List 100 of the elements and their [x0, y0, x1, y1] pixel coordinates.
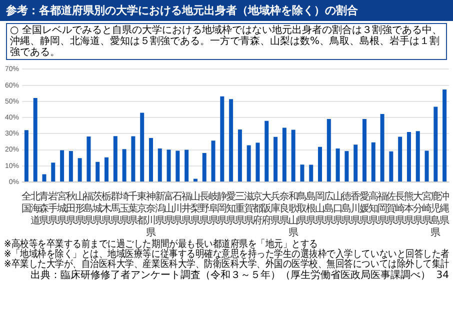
x-tick-label: 熊本県: [404, 190, 414, 227]
x-tick-label: 全国: [21, 190, 32, 215]
x-tick-label: 島根県: [306, 190, 316, 227]
x-tick-label: 奈良県: [279, 192, 290, 227]
x-tick-label: 鹿児島県: [430, 190, 441, 239]
bar: [442, 90, 447, 182]
bar: [60, 150, 64, 182]
bar: [326, 118, 331, 182]
x-tick-label: 香川県: [350, 190, 361, 227]
x-tick-label: 宮城県: [56, 190, 68, 227]
bar: [24, 130, 28, 182]
bar: [282, 128, 286, 182]
bar: [246, 145, 251, 182]
bar: [362, 118, 366, 182]
bar: [193, 178, 198, 182]
text: ※「地域枠を除く」とは、地域医療等に従事する明確な意思を持った学生の選抜枠で入学していないと回答した者: [4, 249, 450, 260]
x-tick-label: 青森県: [39, 190, 50, 227]
x-tick-label: 栃木県: [102, 190, 112, 227]
x-tick-label: 鳥取県: [296, 190, 308, 227]
bar: [274, 136, 278, 182]
bar: [238, 129, 242, 182]
x-tick-label: 大阪府: [262, 190, 272, 227]
chart-title: 参考：各都道府県別の大学における地元出身者（地域枠を除く）の割合: [0, 0, 453, 21]
chart-subtitle: ○ 全国レベルでみると自県の大学における地域枠ではない地元出身者の割合は３割強である中、沖縄、静岡、北海道、愛知は５割強である。一方で青森、山梨は数%、鳥取、島根、岩手は１割強である。: [6, 23, 447, 60]
bar: [211, 140, 216, 182]
bar: [113, 136, 118, 182]
x-tick-label: 愛知県: [226, 190, 236, 227]
x-tick-label: 滋賀県: [244, 190, 254, 227]
bar: [256, 142, 260, 182]
x-tick-label: 岩手県: [48, 190, 58, 227]
x-tick-label: 徳島県: [342, 192, 352, 227]
bar: [434, 106, 438, 182]
x-tick-label: 富山県: [164, 190, 174, 227]
bar: [264, 120, 269, 182]
x-tick-label: 三重県: [234, 192, 245, 227]
bar: [371, 142, 376, 182]
x-tick-label: 北海道: [30, 190, 40, 227]
bar: [354, 144, 358, 182]
bar: [344, 151, 349, 182]
x-tick-label: 沖縄県: [438, 190, 450, 227]
bar: [96, 162, 100, 182]
x-tick-label: 千葉県: [128, 190, 138, 227]
bar: [131, 136, 136, 182]
x-tick-label: 大分県: [412, 190, 423, 227]
x-tick-label: 山口県: [332, 190, 343, 227]
x-tick-label: 東京都: [137, 190, 148, 227]
bar: [33, 98, 38, 182]
x-tick-label: 広島県: [324, 190, 334, 227]
bar: [184, 150, 189, 182]
bar: [42, 174, 46, 182]
bar: [318, 146, 322, 182]
bar: [389, 151, 394, 182]
x-tick-label: 高知県: [368, 190, 378, 227]
x-tick-label: 神奈川県: [146, 190, 156, 239]
x-tick-label: 愛媛県: [359, 190, 370, 227]
x-tick-label: 静岡県: [217, 190, 228, 227]
bar: [291, 130, 296, 182]
bar: [158, 148, 162, 182]
x-tick-label: 宮崎県: [422, 190, 432, 227]
bar: [202, 152, 206, 182]
text: ※卒業した大学が、自治医科大学、産業医科大学、防衛医科大学、外国の医学校、無回答については除外して集計: [4, 259, 450, 270]
x-tick-label: 長野県: [199, 192, 210, 227]
x-tick-label: 兵庫県: [270, 190, 281, 227]
bar: [78, 158, 82, 182]
bar: [380, 114, 384, 182]
text: 34: [436, 270, 449, 281]
x-tick-label: 岡山県: [315, 192, 326, 227]
x-tick-label: 新潟県: [154, 190, 165, 227]
x-tick-label: 佐賀県: [386, 192, 396, 227]
bar: [336, 148, 340, 182]
bar: [51, 162, 56, 182]
bar: [220, 96, 224, 182]
bar: [176, 150, 180, 182]
bar: [398, 136, 402, 182]
bar: [68, 151, 73, 182]
bar: [229, 99, 234, 182]
bar: [416, 131, 420, 182]
x-tick-label: 和歌山県: [288, 190, 298, 239]
bar: [140, 112, 144, 182]
bar: [424, 150, 429, 182]
x-tick-label: 福島県: [84, 190, 94, 227]
source-note: 出典：臨床研修修了者アンケート調査（令和３～５年）（厚生労働省医政局医事課調べ）: [30, 270, 430, 281]
bar: [406, 132, 411, 182]
x-tick-label: 山形県: [74, 190, 85, 227]
x-tick-label: 福井県: [182, 190, 192, 227]
text: ※高校等を卒業する前までに過ごした期間が最も長い都道府県を「地元」とする: [4, 239, 318, 250]
bar: [122, 149, 126, 182]
bar: [300, 164, 304, 182]
x-tick-label: 福岡県: [377, 190, 388, 227]
x-tick-label: 山梨県: [190, 190, 200, 227]
x-tick-label: 岐阜県: [208, 190, 218, 227]
x-tick-label: 京都府: [252, 190, 263, 227]
x-tick-label: 長崎県: [395, 192, 406, 227]
x-tick-label: 石川県: [172, 192, 183, 227]
bar: [148, 138, 153, 182]
bar: [86, 136, 91, 182]
bar: [309, 164, 314, 182]
bar: [104, 157, 109, 182]
x-tick-label: 茨城県: [92, 190, 103, 227]
x-tick-label: 秋田県: [66, 190, 76, 227]
